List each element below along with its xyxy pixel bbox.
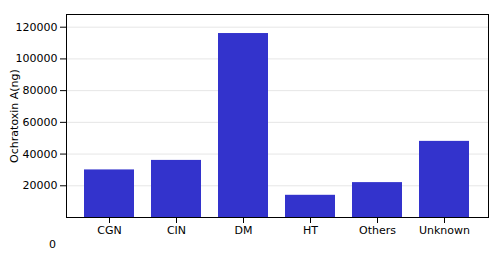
svg-text:HT: HT: [303, 224, 318, 237]
svg-text:20000: 20000: [23, 179, 58, 192]
svg-text:60000: 60000: [23, 116, 58, 129]
svg-text:DM: DM: [235, 224, 253, 237]
svg-text:Unknown: Unknown: [419, 224, 470, 237]
svg-text:Ochratoxin A(ng): Ochratoxin A(ng): [8, 69, 21, 163]
svg-text:Others: Others: [359, 224, 396, 237]
svg-text:40000: 40000: [23, 148, 58, 161]
svg-text:120000: 120000: [16, 21, 58, 34]
svg-text:80000: 80000: [23, 84, 58, 97]
svg-text:100000: 100000: [16, 52, 58, 65]
svg-text:CIN: CIN: [167, 224, 186, 237]
svg-text:0: 0: [49, 238, 56, 251]
svg-text:CGN: CGN: [97, 224, 121, 237]
